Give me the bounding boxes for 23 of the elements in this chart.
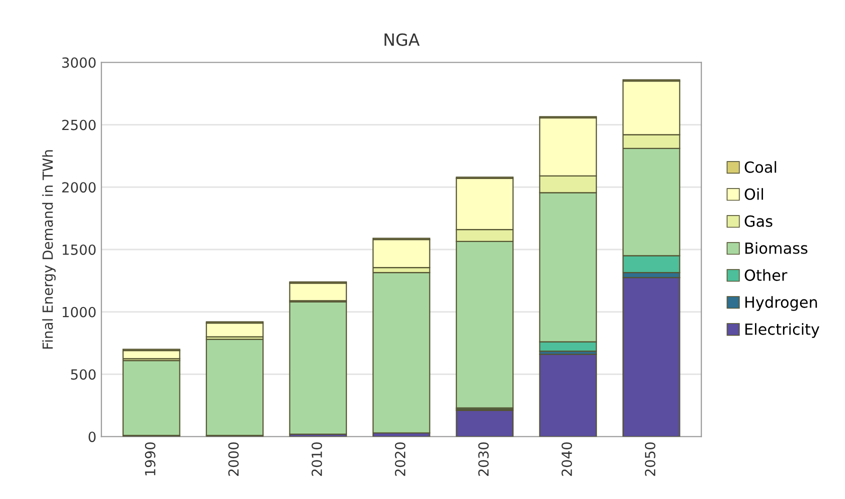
y-tick-label: 2500 — [62, 120, 96, 130]
y-tick-label: 1000 — [62, 306, 96, 318]
legend-label: Biomass — [745, 242, 808, 254]
y-tick-label: 0 — [88, 432, 96, 442]
x-tick-label: 2000 — [228, 442, 239, 476]
x-tick-label: 2020 — [394, 442, 406, 476]
y-tick-label: 1500 — [62, 244, 96, 255]
legend-label: Oil — [744, 188, 763, 200]
legend-label: Gas — [744, 215, 772, 227]
x-tick-label: 2040 — [562, 442, 572, 476]
legend-label: Other — [744, 269, 788, 281]
x-tick-label: 1990 — [144, 442, 156, 476]
y-tick-label: 3000 — [62, 57, 96, 68]
y-tick-label: 500 — [71, 369, 96, 380]
x-tick-label: 2030 — [478, 442, 489, 476]
chart-title: NGA — [384, 33, 420, 46]
y-axis-title: Final Energy Demand in TWh — [42, 150, 56, 349]
x-tick-label: 2010 — [312, 442, 322, 476]
legend-label: Electricity — [745, 323, 820, 338]
x-tick-label: 2050 — [644, 442, 656, 476]
legend-label: Coal — [744, 161, 776, 173]
y-tick-label: 2000 — [62, 182, 96, 193]
legend-label: Hydrogen — [745, 296, 817, 311]
